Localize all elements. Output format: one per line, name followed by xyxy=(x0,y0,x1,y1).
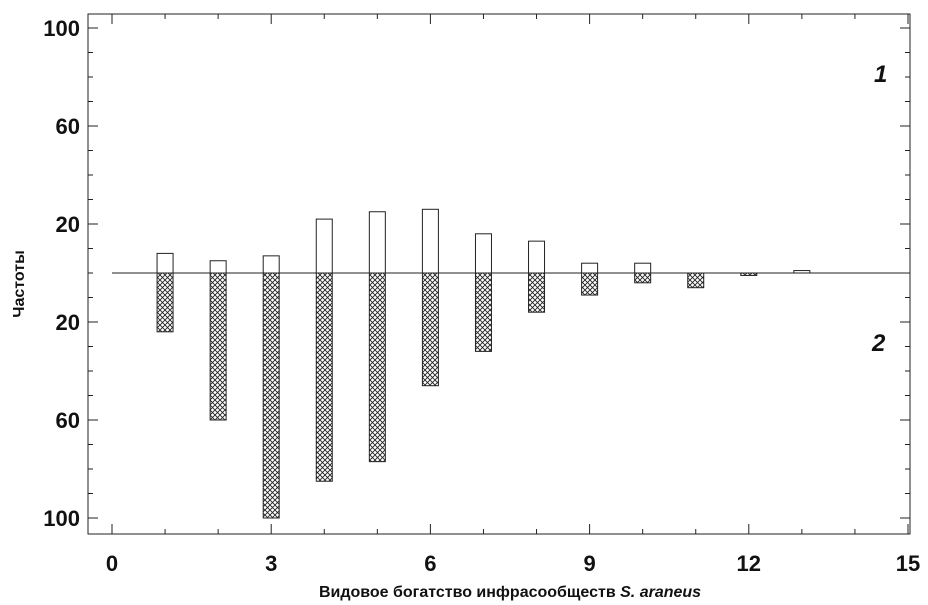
y-tick-label-upper: 60 xyxy=(56,114,80,139)
bar-upper xyxy=(262,255,280,274)
x-axis-title-text: Видовое богатство инфрасообществ xyxy=(319,584,620,601)
y-axis-title: Частоты xyxy=(11,250,28,318)
bar-lower xyxy=(740,272,758,276)
bar-lower xyxy=(528,272,546,313)
x-tick-label: 6 xyxy=(424,551,436,576)
bar-upper xyxy=(528,240,546,274)
plot-frame xyxy=(87,13,911,535)
y-tick-label-upper: 100 xyxy=(43,16,80,41)
series-label-upper: 1 xyxy=(874,61,887,88)
series-label-lower: 2 xyxy=(871,330,886,357)
bar-lower xyxy=(262,272,280,519)
bar-upper xyxy=(368,211,386,274)
bar-lower xyxy=(634,272,652,284)
bar-lower xyxy=(209,272,227,421)
y-tick-label-lower: 20 xyxy=(56,310,80,335)
bar-upper xyxy=(315,218,333,274)
bar-lower xyxy=(687,272,705,289)
bar-lower xyxy=(474,272,492,352)
x-axis-title: Видовое богатство инфрасообществ S. aran… xyxy=(319,584,701,601)
bar-lower xyxy=(368,272,386,463)
bars xyxy=(156,208,811,519)
x-tick-label: 9 xyxy=(583,551,595,576)
bar-lower xyxy=(421,272,439,387)
x-axis-title-species: S. araneus xyxy=(620,584,701,601)
bar-upper xyxy=(581,262,599,274)
x-tick-label: 0 xyxy=(106,551,118,576)
bar-upper xyxy=(634,262,652,274)
bar-lower xyxy=(581,272,599,296)
x-tick-label: 15 xyxy=(896,551,920,576)
bar-upper xyxy=(474,233,492,274)
bar-lower xyxy=(315,272,333,482)
bar-upper xyxy=(793,270,811,274)
axis-ticks xyxy=(88,14,910,534)
bar-upper xyxy=(209,260,227,274)
bar-lower xyxy=(156,272,174,333)
x-tick-label: 3 xyxy=(265,551,277,576)
y-tick-label-upper: 20 xyxy=(56,212,80,237)
y-tick-label-lower: 100 xyxy=(43,506,80,531)
y-tick-label-lower: 60 xyxy=(56,408,80,433)
x-tick-label: 12 xyxy=(737,551,761,576)
bar-upper xyxy=(421,208,439,274)
bar-upper xyxy=(156,252,174,274)
